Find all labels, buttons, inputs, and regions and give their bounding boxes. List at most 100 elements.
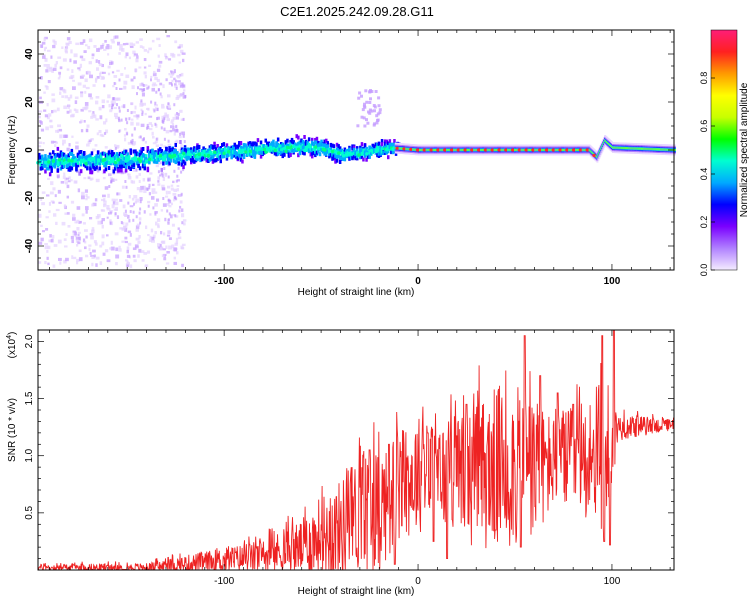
spectrogram-noise-cell <box>57 124 61 128</box>
spectrogram-noise-cell <box>45 69 49 73</box>
spectrogram-noise-cell <box>66 195 70 199</box>
spectrogram-band-cell <box>128 162 131 167</box>
spectrogram-noise-cell <box>109 247 112 250</box>
spectrogram-band-cell <box>53 155 56 160</box>
spectrogram-band-cell <box>199 154 202 159</box>
spectrogram-noise-cell <box>123 225 127 230</box>
spectrogram-noise-cell <box>67 180 71 183</box>
spectrogram-band-cell <box>76 163 80 168</box>
spectrogram-band-cell <box>382 147 385 152</box>
spectrogram-noise-cell <box>132 168 137 172</box>
spectrogram-noise-cell <box>167 185 171 189</box>
spectrogram-noise-cell <box>138 235 141 239</box>
spectrogram-band-cell <box>135 151 139 156</box>
spectrogram-band-cell <box>264 138 267 143</box>
spectrogram-noise-cell <box>358 91 362 95</box>
spectrogram-band-cell <box>207 149 210 153</box>
spectrogram-band-cell <box>213 141 216 146</box>
spectrogram-band-cell <box>245 153 249 157</box>
spectrogram-band-cell <box>78 171 81 176</box>
spectrogram-band-cell <box>238 149 241 154</box>
spectrogram-noise-cell <box>175 215 179 218</box>
spectrogram-noise-cell <box>164 217 167 222</box>
spectrogram-noise-cell <box>66 37 71 41</box>
spectrogram-band-cell <box>242 155 246 159</box>
spectrogram-noise-cell <box>50 200 55 203</box>
spectrogram-band-cell <box>388 145 392 150</box>
spectrogram-band-cell <box>230 145 233 150</box>
spectrogram-band-cell <box>352 150 356 155</box>
spectrogram-noise-cell <box>46 250 49 253</box>
spectrogram-noise-cell <box>143 210 146 214</box>
spectrogram-noise-cell <box>142 185 146 189</box>
spectrogram-noise-cell <box>360 115 364 119</box>
spectrogram-noise-cell <box>44 114 49 118</box>
spectrogram-band-cell <box>183 161 187 166</box>
spectrogram-noise-cell <box>93 45 97 48</box>
spectrogram-band-cell <box>193 146 196 151</box>
spectrogram-band-cell <box>177 161 181 166</box>
spectrogram-band-cell <box>70 152 74 156</box>
spectrogram-noise-cell <box>161 118 165 122</box>
spectrogram-noise-cell <box>85 206 89 210</box>
spectrogram-noise-cell <box>135 168 138 172</box>
spectrogram-band-cell <box>377 151 381 156</box>
spectrogram-noise-cell <box>163 232 166 236</box>
spectrogram-band-cell <box>55 160 58 165</box>
spectrogram-band-cell <box>281 143 284 148</box>
spectrogram-noise-cell <box>149 213 152 216</box>
spectrogram-noise-cell <box>160 231 163 235</box>
spectrogram-noise-cell <box>167 218 170 222</box>
spectrogram-band-cell <box>96 155 100 160</box>
spectrogram-noise-cell <box>103 132 107 135</box>
spectrogram-noise-cell <box>151 240 155 243</box>
spectrogram-noise-cell <box>123 134 127 137</box>
spectrogram-noise-cell <box>151 87 156 92</box>
spectrogram-noise-cell <box>85 193 88 198</box>
colorbar-tick-label: 0.0 <box>699 264 709 277</box>
spectrogram-noise-cell <box>76 227 80 231</box>
snr-y-tick-label: 2.0 <box>24 334 35 348</box>
spectrogram-noise-cell <box>41 41 46 45</box>
spectrogram-band-cell <box>252 149 255 154</box>
spectrogram-noise-cell <box>95 263 98 267</box>
spectrogram-band-cell <box>295 143 298 148</box>
spectrogram-band-cell <box>140 150 143 155</box>
spectrogram-noise-cell <box>101 170 105 175</box>
spectrogram-band-cell <box>368 150 371 155</box>
spectrogram-band-cell <box>103 163 106 168</box>
spectrogram-noise-cell <box>177 46 181 49</box>
spectrogram-band-cell <box>377 148 381 153</box>
colorbar-tick-label: 0.2 <box>699 216 709 229</box>
spectrogram-noise-cell <box>175 124 178 128</box>
spectrogram-noise-cell <box>110 100 114 104</box>
spectrogram-band-cell <box>231 150 235 155</box>
spectrogram-noise-cell <box>143 252 148 255</box>
spectrogram-band-cell <box>235 144 238 149</box>
spectrogram-band-cell <box>112 152 115 157</box>
spectrogram-noise-cell <box>137 254 140 258</box>
spectrogram-noise-cell <box>135 58 139 63</box>
spectrogram-peak-cell <box>107 156 112 160</box>
spectrogram-noise-cell <box>53 140 57 144</box>
spectrogram-noise-cell <box>125 74 130 79</box>
spectrogram-band-cell <box>47 166 50 171</box>
spectrogram-band-cell <box>73 162 77 167</box>
spectrogram-noise-cell <box>109 62 113 66</box>
spectrogram-band-cell <box>112 161 115 166</box>
spectrogram-band-cell <box>151 150 154 155</box>
spectrogram-band-cell <box>179 152 182 157</box>
spectrogram-noise-cell <box>172 180 175 184</box>
spectrogram-noise-cell <box>62 88 66 92</box>
spectrogram-noise-cell <box>143 66 147 69</box>
spectrogram-noise-cell <box>357 96 361 100</box>
spectrogram-band-cell <box>117 168 120 173</box>
spectrogram-noise-cell <box>157 176 161 180</box>
spectrogram-noise-cell <box>62 175 66 179</box>
spectrogram-noise-cell <box>154 76 158 81</box>
spectrogram-noise-cell <box>58 71 62 75</box>
spectrogram-noise-cell <box>47 245 51 250</box>
spectrogram-band-cell <box>186 153 190 158</box>
spectrogram-band-cell <box>165 147 168 152</box>
spectrogram-noise-cell <box>361 108 365 112</box>
